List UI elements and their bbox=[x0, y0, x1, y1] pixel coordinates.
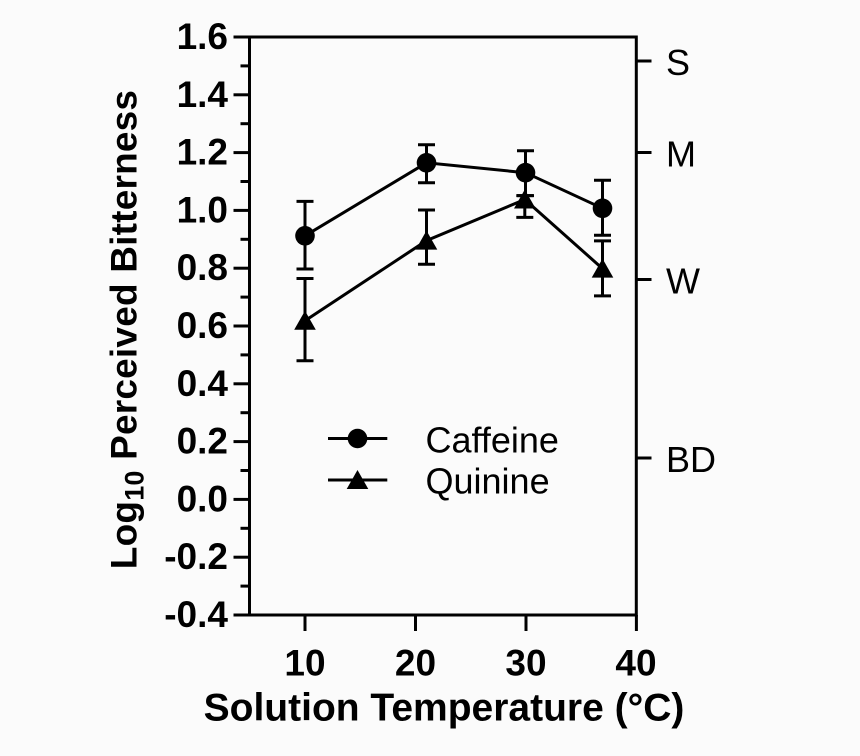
svg-text:Solution Temperature (°C): Solution Temperature (°C) bbox=[204, 687, 685, 730]
svg-text:0.0: 0.0 bbox=[177, 478, 228, 519]
svg-text:1.0: 1.0 bbox=[177, 189, 228, 230]
svg-text:Quinine: Quinine bbox=[426, 460, 550, 501]
svg-text:BD: BD bbox=[666, 439, 716, 480]
svg-text:W: W bbox=[666, 261, 700, 302]
svg-text:20: 20 bbox=[395, 643, 436, 684]
svg-text:1.4: 1.4 bbox=[177, 74, 229, 115]
svg-text:40: 40 bbox=[615, 643, 656, 684]
svg-text:0.6: 0.6 bbox=[177, 305, 228, 346]
svg-text:Caffeine: Caffeine bbox=[426, 419, 559, 460]
svg-text:0.8: 0.8 bbox=[177, 247, 228, 288]
svg-text:Log10 Perceived Bitterness: Log10 Perceived Bitterness bbox=[104, 90, 150, 569]
svg-text:-0.4: -0.4 bbox=[164, 594, 228, 635]
svg-text:M: M bbox=[666, 134, 696, 175]
svg-text:1.2: 1.2 bbox=[177, 132, 228, 173]
svg-text:-0.2: -0.2 bbox=[164, 536, 228, 577]
svg-text:10: 10 bbox=[284, 643, 325, 684]
svg-text:1.6: 1.6 bbox=[177, 16, 228, 57]
svg-text:0.2: 0.2 bbox=[177, 421, 228, 462]
svg-text:S: S bbox=[666, 42, 690, 83]
svg-text:30: 30 bbox=[505, 643, 546, 684]
svg-text:0.4: 0.4 bbox=[177, 363, 229, 404]
